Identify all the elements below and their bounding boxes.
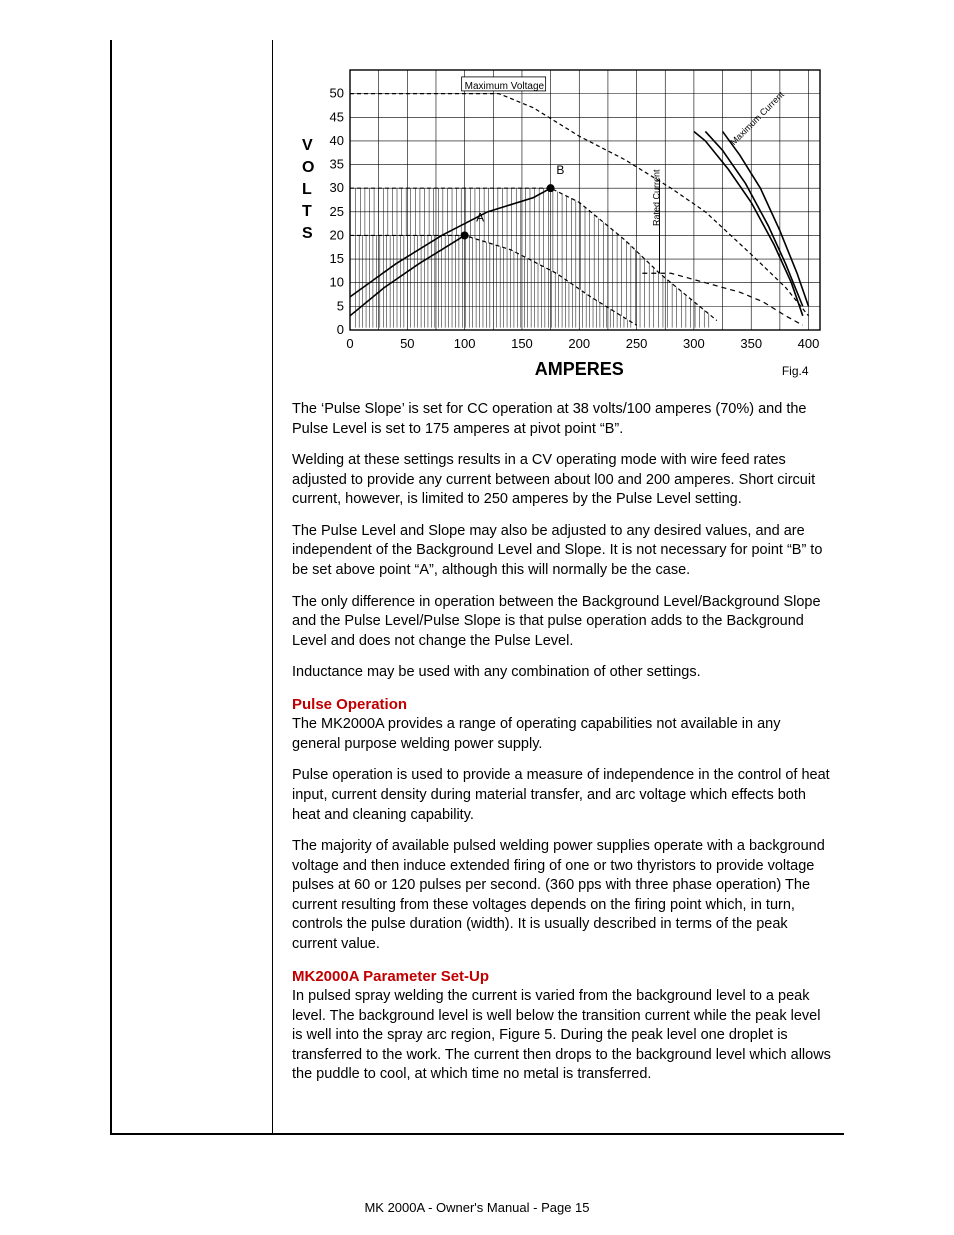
svg-text:Maximum Voltage: Maximum Voltage [465,81,545,92]
heading-parameter-setup: MK2000A Parameter Set-Up [292,968,489,985]
svg-text:200: 200 [568,336,590,351]
svg-text:20: 20 [330,227,344,242]
svg-text:350: 350 [740,336,762,351]
svg-text:A: A [476,210,484,224]
heading-pulse-operation: Pulse Operation [292,696,407,713]
svg-text:400: 400 [798,336,820,351]
svg-text:10: 10 [330,275,344,290]
svg-text:30: 30 [330,180,344,195]
svg-text:0: 0 [346,336,353,351]
para-5: Inductance may be used with any combinat… [292,663,832,683]
para-9: In pulsed spray welding the current is v… [292,988,831,1082]
svg-text:T: T [302,203,312,220]
svg-text:50: 50 [330,86,344,101]
svg-text:AMPERES: AMPERES [535,359,624,379]
svg-text:Rated Current: Rated Current [652,169,662,226]
svg-text:L: L [302,181,312,198]
body-text: The ‘Pulse Slope’ is set for CC operatio… [292,400,832,1097]
svg-text:40: 40 [330,133,344,148]
column-divider [272,40,273,1135]
para-2: Welding at these settings results in a C… [292,451,832,510]
para-7: Pulse operation is used to provide a mea… [292,766,832,825]
para-6: The MK2000A provides a range of operatin… [292,716,780,752]
svg-text:Maximum Current: Maximum Current [728,89,786,147]
svg-text:250: 250 [626,336,648,351]
para-1: The ‘Pulse Slope’ is set for CC operatio… [292,400,832,439]
svg-text:35: 35 [330,157,344,172]
svg-text:O: O [302,159,314,176]
para-8: The majority of available pulsed welding… [292,837,832,954]
svg-text:Fig.4: Fig.4 [782,364,809,378]
svg-text:V: V [302,137,313,154]
svg-text:25: 25 [330,204,344,219]
svg-text:S: S [302,225,313,242]
svg-text:150: 150 [511,336,533,351]
svg-text:45: 45 [330,109,344,124]
svg-text:B: B [556,163,564,177]
para-4: The only difference in operation between… [292,593,832,652]
svg-text:15: 15 [330,251,344,266]
page-footer: MK 2000A - Owner's Manual - Page 15 [0,1200,954,1215]
svg-text:100: 100 [454,336,476,351]
svg-text:0: 0 [337,322,344,337]
volts-amperes-chart: 0 5 10 15 20 25 30 35 40 45 50 0 50 100 150 200 250 300 35… [290,60,830,390]
svg-text:300: 300 [683,336,705,351]
svg-text:50: 50 [400,336,414,351]
svg-text:5: 5 [337,298,344,313]
para-3: The Pulse Level and Slope may also be ad… [292,522,832,581]
chart-svg: 0 5 10 15 20 25 30 35 40 45 50 0 50 100 150 200 250 300 35… [290,60,830,390]
